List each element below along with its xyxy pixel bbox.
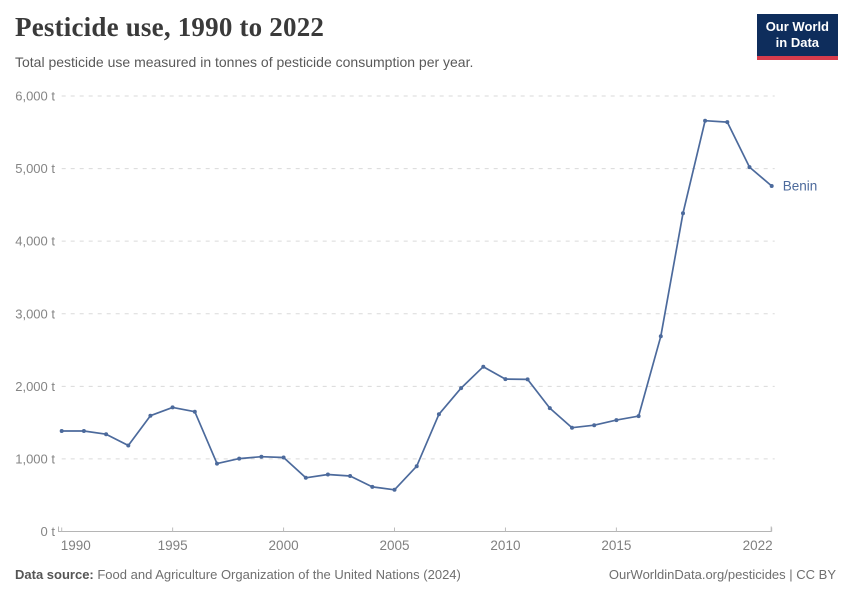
chart-footer: Data source: Food and Agriculture Organi… — [15, 567, 836, 582]
data-point — [414, 464, 419, 469]
data-point — [703, 118, 708, 123]
data-point — [592, 423, 597, 428]
data-point — [481, 364, 486, 369]
data-point — [725, 120, 730, 125]
x-tick-label: 1990 — [61, 538, 91, 553]
y-tick-label: 6,000 t — [15, 89, 55, 104]
data-point — [547, 406, 552, 411]
data-point — [303, 475, 308, 480]
footer-link[interactable]: OurWorldinData.org/pesticides | CC BY — [608, 567, 836, 582]
data-point — [392, 487, 397, 492]
y-tick-label: 0 t — [41, 524, 56, 539]
data-point — [126, 443, 131, 448]
data-point — [104, 432, 109, 437]
data-point — [503, 377, 508, 382]
x-tick-label: 2015 — [601, 538, 631, 553]
y-tick-label: 5,000 t — [15, 161, 55, 176]
y-tick-label: 4,000 t — [15, 234, 55, 249]
series-label-benin: Benin — [783, 179, 818, 194]
data-point — [658, 334, 663, 339]
chart-title: Pesticide use, 1990 to 2022 — [15, 12, 325, 42]
data-point — [769, 184, 774, 188]
y-tick-label: 2,000 t — [15, 379, 55, 394]
data-point — [148, 413, 153, 418]
data-point — [215, 461, 219, 466]
data-point — [259, 454, 264, 459]
chart-subtitle: Total pesticide use measured in tonnes o… — [15, 54, 474, 70]
data-point — [459, 386, 464, 391]
owid-logo: Our World in Data — [756, 14, 838, 60]
data-point — [681, 211, 685, 216]
owid-logo-line1: Our World — [765, 19, 829, 34]
data-point — [325, 472, 330, 477]
data-point — [192, 409, 197, 414]
data-point — [281, 455, 286, 460]
y-tick-label: 1,000 t — [15, 451, 55, 466]
x-tick-label: 2000 — [269, 538, 299, 553]
data-point — [614, 418, 619, 423]
data-point — [59, 429, 64, 433]
data-point — [81, 429, 86, 433]
data-point — [570, 425, 574, 430]
x-tick-label: 2010 — [490, 538, 520, 553]
data-point — [636, 414, 641, 419]
data-point — [747, 165, 752, 170]
owid-logo-line2: in Data — [775, 35, 820, 51]
data-source: Data source: Food and Agriculture Organi… — [15, 567, 461, 582]
x-tick-label: 2022 — [743, 538, 773, 553]
data-source-text: Food and Agriculture Organization of the… — [93, 567, 461, 582]
data-point — [370, 484, 375, 489]
data-point — [348, 474, 353, 478]
data-point — [436, 412, 441, 417]
data-source-label: Data source: — [15, 567, 94, 582]
data-point — [170, 405, 175, 410]
data-point — [525, 377, 530, 382]
data-line — [60, 119, 773, 491]
y-tick-label: 3,000 t — [15, 306, 55, 321]
data-point — [237, 456, 242, 461]
x-tick-label: 1995 — [158, 538, 188, 553]
x-tick-label: 2005 — [379, 538, 409, 553]
